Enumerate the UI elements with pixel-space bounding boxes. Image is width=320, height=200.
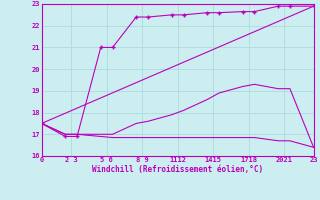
X-axis label: Windchill (Refroidissement éolien,°C): Windchill (Refroidissement éolien,°C) — [92, 165, 263, 174]
